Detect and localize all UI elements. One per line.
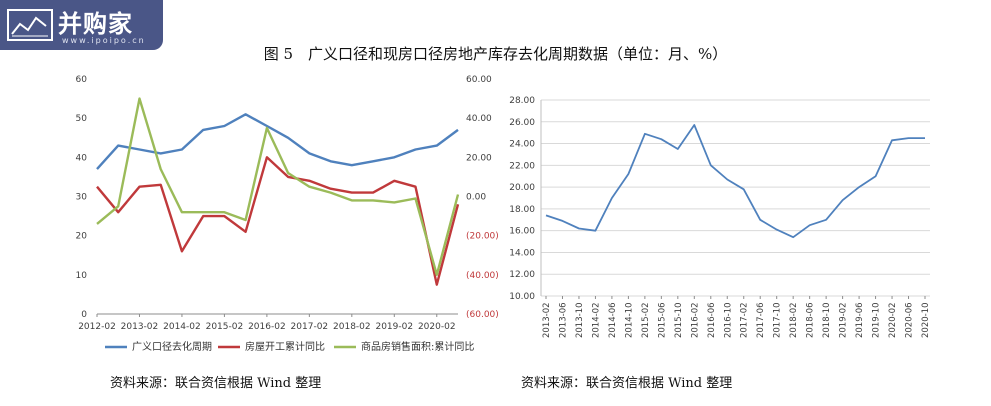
x-tick-label: 2018-02 — [789, 302, 799, 338]
series-line-3 — [96, 97, 460, 276]
x-tick-label: 2018-02 — [333, 322, 371, 332]
x-tick-label: 2017-10 — [773, 302, 783, 338]
y-right-tick-label: 0.00 — [466, 193, 486, 203]
y-left-tick-label: 40 — [76, 153, 88, 163]
x-tick-label: 2013-10 — [575, 302, 585, 338]
x-tick-label: 2016-06 — [707, 302, 717, 338]
x-tick-label: 2018-06 — [806, 302, 816, 338]
y-left-tick-label: 30 — [76, 193, 88, 203]
y-tick-label: 10.00 — [509, 292, 535, 302]
series-line-1 — [96, 113, 459, 170]
y-right-tick-label: 40.00 — [466, 114, 492, 124]
y-tick-label: 18.00 — [509, 205, 535, 215]
y-tick-label: 26.00 — [509, 118, 535, 128]
x-tick-label: 2014-06 — [608, 302, 618, 338]
x-tick-label: 2015-10 — [674, 302, 684, 338]
x-tick-label: 2015-06 — [657, 302, 667, 338]
x-tick-label: 2014-10 — [624, 302, 634, 338]
x-tick-label: 2019-02 — [839, 302, 849, 338]
chart-logo-icon — [7, 9, 53, 41]
legend-label: 商品房销售面积:累计同比 — [361, 340, 474, 353]
y-right-tick-label: (40.00) — [466, 271, 499, 281]
y-left-tick-label: 10 — [76, 271, 88, 281]
x-tick-label: 2017-02 — [291, 322, 329, 332]
y-left-tick-label: 50 — [76, 114, 88, 124]
series-line-2 — [96, 156, 460, 286]
y-tick-label: 22.00 — [509, 161, 535, 171]
y-right-tick-label: 60.00 — [466, 75, 492, 85]
x-tick-label: 2020-10 — [921, 302, 931, 338]
logo-url: www.ipoipo.cn — [62, 36, 146, 45]
x-tick-label: 2015-02 — [206, 322, 244, 332]
x-tick-label: 2019-06 — [855, 302, 865, 338]
figure-title: 图 5 广义口径和现房口径房地产库存去化周期数据（单位：月、%） — [263, 45, 728, 63]
x-tick-label: 2020-06 — [905, 302, 915, 338]
source-note-right: 资料来源：联合资信根据 Wind 整理 — [521, 376, 733, 391]
x-tick-label: 2014-02 — [163, 322, 201, 332]
legend-label: 广义口径去化周期 — [132, 340, 212, 353]
x-tick-label: 2013-06 — [558, 302, 568, 338]
y-tick-label: 12.00 — [509, 270, 535, 280]
x-tick-label: 2013-02 — [121, 322, 159, 332]
brand-logo: 并购家 www.ipoipo.cn — [0, 0, 163, 50]
x-tick-label: 2018-10 — [822, 302, 832, 338]
x-tick-label: 2020-02 — [418, 322, 456, 332]
y-left-tick-label: 0 — [81, 310, 87, 320]
x-tick-label: 2016-02 — [690, 302, 700, 338]
x-tick-label: 2013-02 — [542, 302, 552, 338]
y-tick-label: 24.00 — [509, 140, 535, 150]
x-tick-label: 2017-06 — [756, 302, 766, 338]
x-tick-label: 2019-10 — [872, 302, 882, 338]
y-right-tick-label: (60.00) — [466, 310, 499, 320]
y-tick-label: 28.00 — [509, 96, 535, 106]
x-tick-label: 2020-02 — [888, 302, 898, 338]
x-tick-label: 2016-10 — [723, 302, 733, 338]
x-tick-label: 2016-02 — [248, 322, 286, 332]
x-tick-label: 2017-02 — [740, 302, 750, 338]
legend-label: 房屋开工累计同比 — [245, 340, 325, 353]
logo-word: 并购家 — [58, 10, 133, 38]
y-tick-label: 14.00 — [509, 248, 535, 258]
y-tick-label: 20.00 — [509, 183, 535, 193]
x-tick-label: 2012-02 — [78, 322, 116, 332]
y-right-tick-label: (20.00) — [466, 232, 499, 242]
series-line-1 — [545, 124, 925, 239]
y-left-tick-label: 60 — [76, 75, 88, 85]
y-left-tick-label: 20 — [76, 232, 88, 242]
x-tick-label: 2019-02 — [375, 322, 413, 332]
y-right-tick-label: 20.00 — [466, 153, 492, 163]
x-tick-label: 2015-02 — [641, 302, 651, 338]
source-note-left: 资料来源：联合资信根据 Wind 整理 — [110, 376, 322, 391]
y-tick-label: 16.00 — [509, 227, 535, 237]
x-tick-label: 2014-02 — [591, 302, 601, 338]
